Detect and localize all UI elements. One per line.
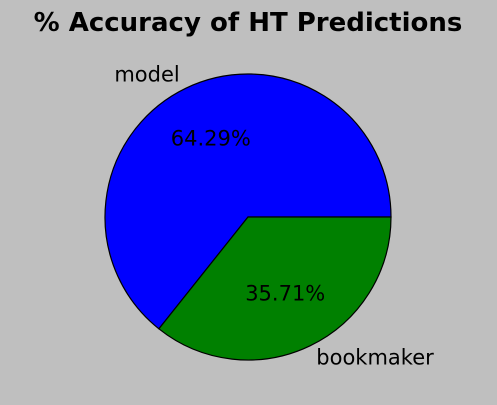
- slice-label-model: model: [114, 62, 179, 86]
- slice-pct-bookmaker: 35.71%: [245, 281, 325, 305]
- pie-slice-model: [104, 73, 392, 330]
- chart-title: % Accuracy of HT Predictions: [34, 8, 463, 38]
- pie-slice-bookmaker: [158, 216, 392, 361]
- slice-pct-model: 64.29%: [171, 127, 251, 151]
- slice-label-bookmaker: bookmaker: [316, 346, 434, 370]
- pie-slices: [104, 73, 392, 361]
- pie-labels: model 64.29% bookmaker 35.71%: [114, 62, 434, 369]
